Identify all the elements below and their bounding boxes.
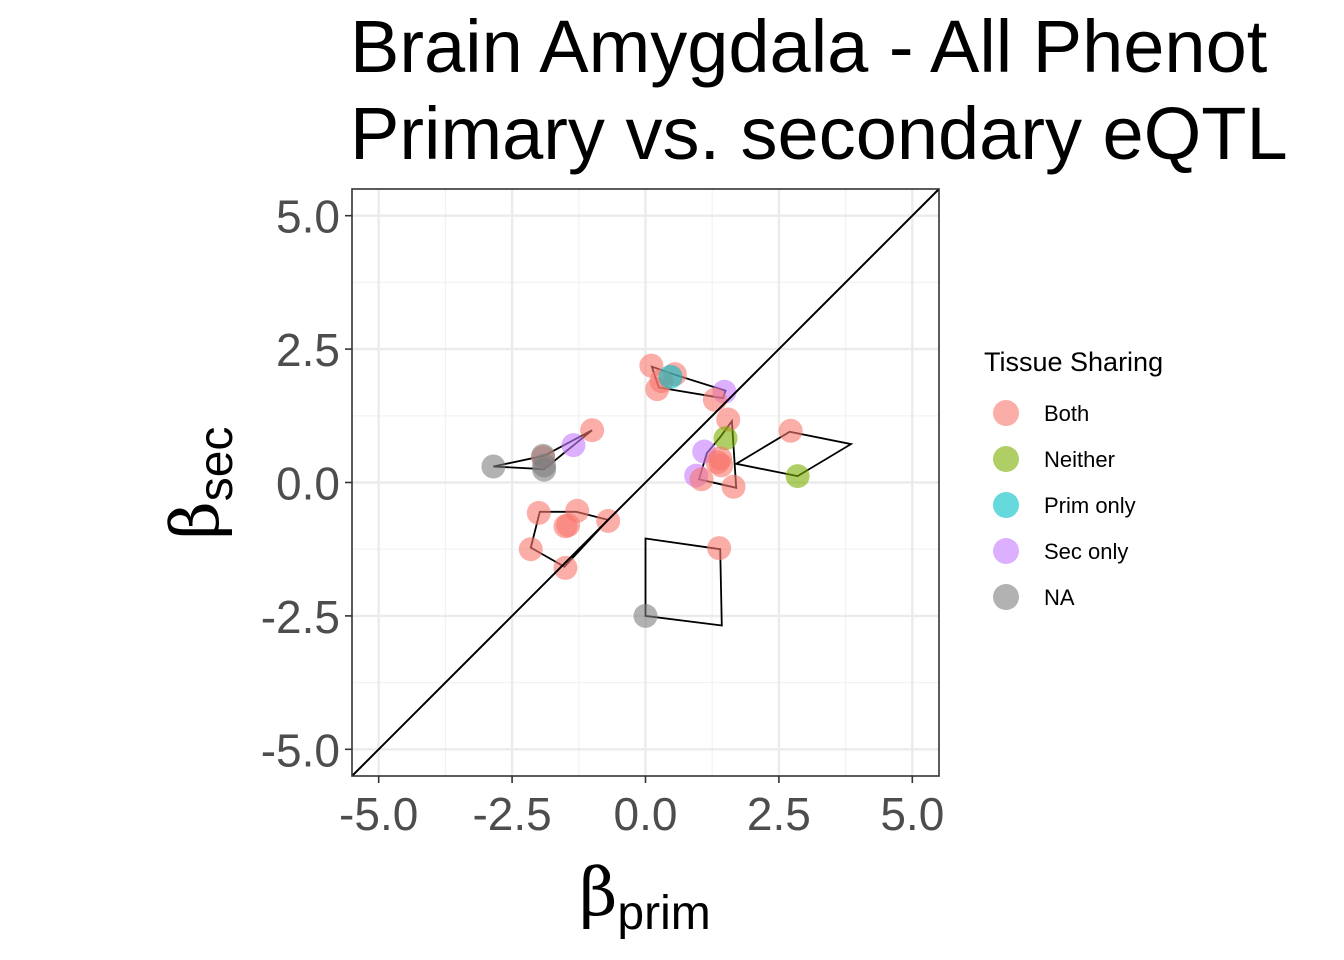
legend-label: Sec only — [1044, 539, 1129, 564]
data-point — [553, 555, 578, 580]
legend-key-swatch — [993, 492, 1019, 518]
data-point — [580, 418, 605, 443]
x-axis-label: βprim — [579, 854, 710, 940]
data-point — [716, 407, 741, 432]
data-point — [707, 536, 732, 561]
data-point — [561, 433, 586, 458]
x-tick-label: 0.0 — [614, 788, 678, 840]
x-tick-label: 2.5 — [747, 788, 811, 840]
data-point — [658, 364, 683, 389]
data-point — [721, 474, 746, 499]
legend-key-swatch — [993, 538, 1019, 564]
x-tick-label: -2.5 — [472, 788, 551, 840]
diagonal-line — [351, 188, 940, 777]
y-tick-label: 5.0 — [276, 191, 340, 243]
outline-polygon — [644, 537, 723, 627]
data-point — [526, 500, 551, 525]
legend-title: Tissue Sharing — [984, 347, 1164, 377]
legend-key-swatch — [993, 584, 1019, 610]
axis-ticks: -5.0 -2.5 0.0 2.5 5.0 -5.0 -2.5 0.0 2.5 5.0 — [261, 191, 945, 840]
data-point — [709, 453, 734, 478]
data-point — [633, 603, 658, 628]
y-tick-label: -2.5 — [261, 591, 340, 643]
legend-label: Neither — [1044, 447, 1115, 472]
data-point — [702, 387, 727, 412]
data-point — [778, 418, 803, 443]
legend-key-swatch — [993, 446, 1019, 472]
data-point — [713, 426, 738, 451]
legend-label: NA — [1044, 585, 1075, 610]
data-point — [518, 537, 543, 562]
chart-title-line-1: Brain Amygdala - All Phenot — [350, 5, 1268, 88]
y-tick-label: 0.0 — [276, 458, 340, 510]
data-point — [481, 454, 506, 479]
axis-labels: βprim βsec — [157, 427, 711, 940]
y-tick-label: 2.5 — [276, 324, 340, 376]
legend-label: Prim only — [1044, 493, 1136, 518]
chart-title-line-2: Primary vs. secondary eQTL — [350, 92, 1288, 175]
data-point — [689, 467, 714, 492]
data-point — [556, 513, 581, 538]
data-point — [532, 457, 557, 482]
legend-label: Both — [1044, 401, 1090, 426]
y-tick-label: -5.0 — [261, 724, 340, 776]
x-tick-label: 5.0 — [880, 788, 944, 840]
x-tick-label: -5.0 — [339, 788, 418, 840]
data-point — [785, 464, 810, 489]
y-axis-label: βsec — [157, 427, 243, 540]
data-points — [481, 353, 810, 628]
legend-key-swatch — [993, 400, 1019, 426]
